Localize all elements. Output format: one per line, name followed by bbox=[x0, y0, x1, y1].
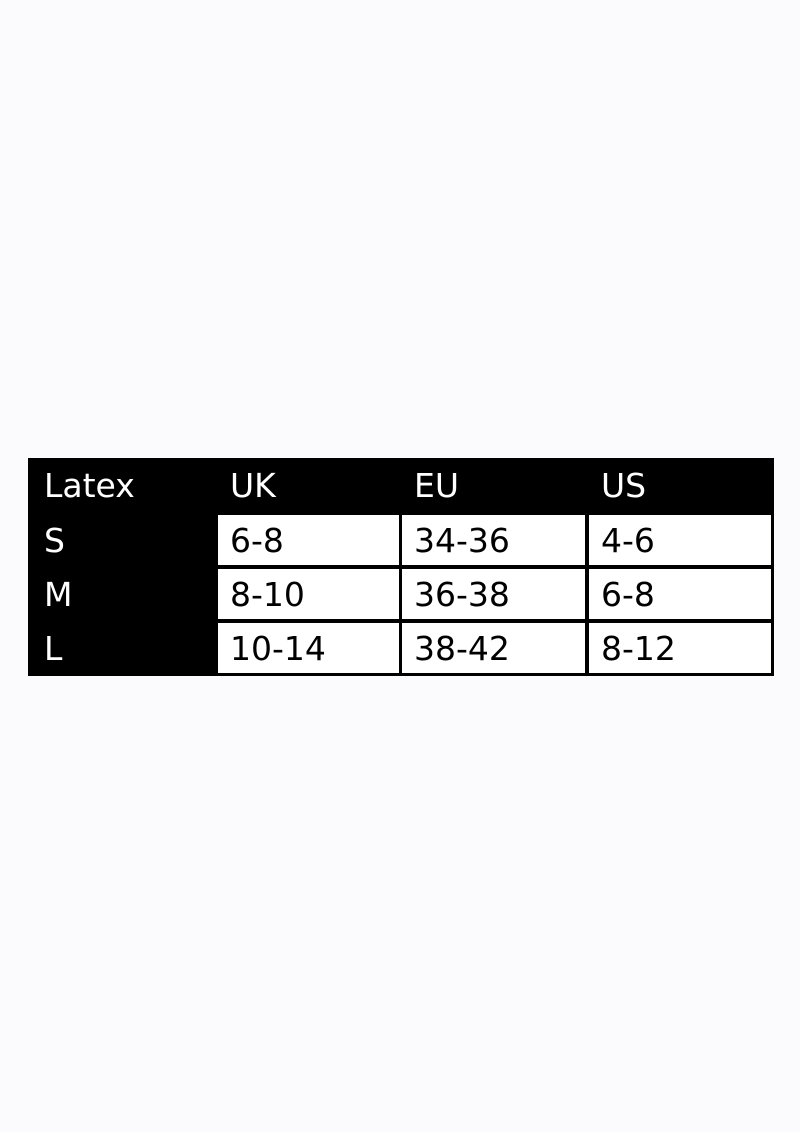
row-label: L bbox=[44, 628, 63, 668]
table-cell: 4-6 bbox=[589, 515, 771, 565]
table-cell: 36-38 bbox=[402, 569, 585, 619]
row-label: M bbox=[44, 574, 73, 614]
table-cell: 8-10 bbox=[218, 569, 399, 619]
table-cell: 10-14 bbox=[218, 623, 399, 673]
header-cell: US bbox=[601, 466, 647, 505]
header-cell: UK bbox=[230, 466, 276, 505]
row-label: S bbox=[44, 520, 65, 560]
table-cell: 8-12 bbox=[589, 623, 771, 673]
table-cell: 6-8 bbox=[218, 515, 399, 565]
table-cell: 38-42 bbox=[402, 623, 585, 673]
header-cell: EU bbox=[414, 466, 460, 505]
size-table: Latex UK EU US S 6-8 34-36 4-6 M 8-10 36-38 6-8 L 10-… bbox=[28, 458, 774, 676]
table-cell: 34-36 bbox=[402, 515, 585, 565]
header-cell: Latex bbox=[44, 466, 135, 505]
table-cell: 6-8 bbox=[589, 569, 771, 619]
